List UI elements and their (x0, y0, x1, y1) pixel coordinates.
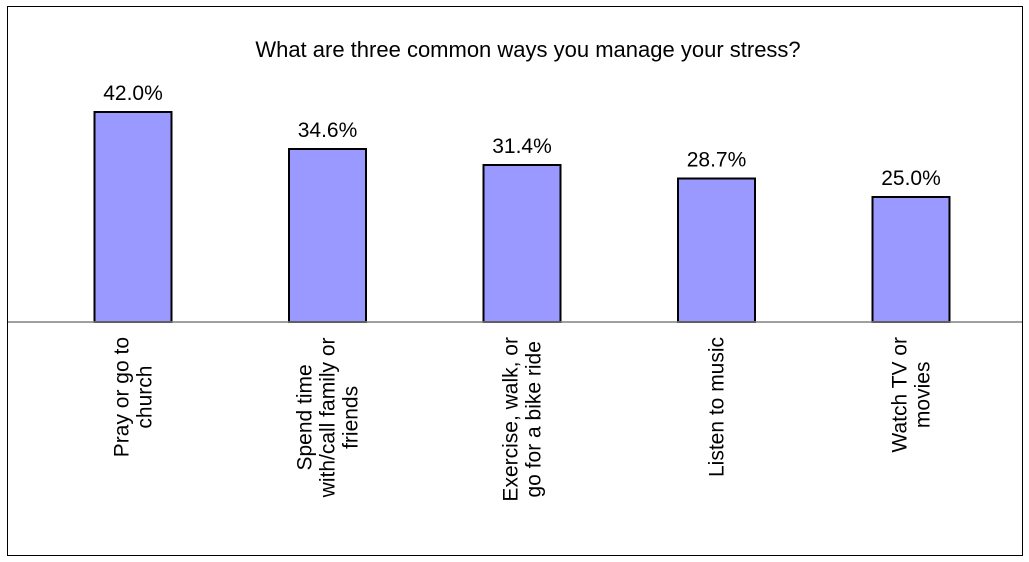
category-label: Spend time with/call family or friends (294, 337, 363, 498)
category-label-line: go for a bike ride (523, 341, 546, 497)
bars-layer (93, 111, 951, 323)
category-label: Exercise, walk, or go for a bike ride (500, 337, 546, 502)
data-labels-layer: 42.0% 34.6% 31.4% 28.7% 25.0% (103, 82, 941, 190)
data-label: 34.6% (298, 119, 358, 142)
chart-title: What are three common ways you manage yo… (255, 37, 800, 62)
category-label-line: Exercise, walk, or (500, 337, 523, 502)
category-label: Pray or go to church (111, 337, 157, 457)
category-label-line: Watch TV or (889, 337, 912, 453)
bar-chart: What are three common ways you manage yo… (8, 37, 1022, 502)
bar (288, 148, 367, 323)
category-label-line: with/call family or (317, 337, 340, 498)
data-label: 31.4% (492, 135, 552, 158)
bar (677, 177, 756, 323)
category-label: Listen to music (706, 337, 729, 477)
category-label-line: friends (340, 386, 363, 449)
data-label: 28.7% (687, 149, 747, 172)
category-label-line: Spend time (294, 364, 317, 470)
data-label: 25.0% (881, 167, 941, 190)
category-label-line: church (134, 366, 157, 429)
category-label-line: movies (912, 362, 935, 429)
chart-frame: What are three common ways you manage yo… (7, 6, 1023, 556)
bar (482, 164, 562, 323)
category-label-line: Listen to music (706, 337, 729, 477)
data-label: 42.0% (103, 82, 163, 105)
bar (871, 196, 951, 323)
category-labels-layer: Pray or go to church Spend time with/call f… (111, 337, 935, 502)
category-label: Watch TV or movies (889, 337, 935, 453)
category-label-line: Pray or go to (111, 337, 134, 457)
bar (93, 111, 173, 323)
